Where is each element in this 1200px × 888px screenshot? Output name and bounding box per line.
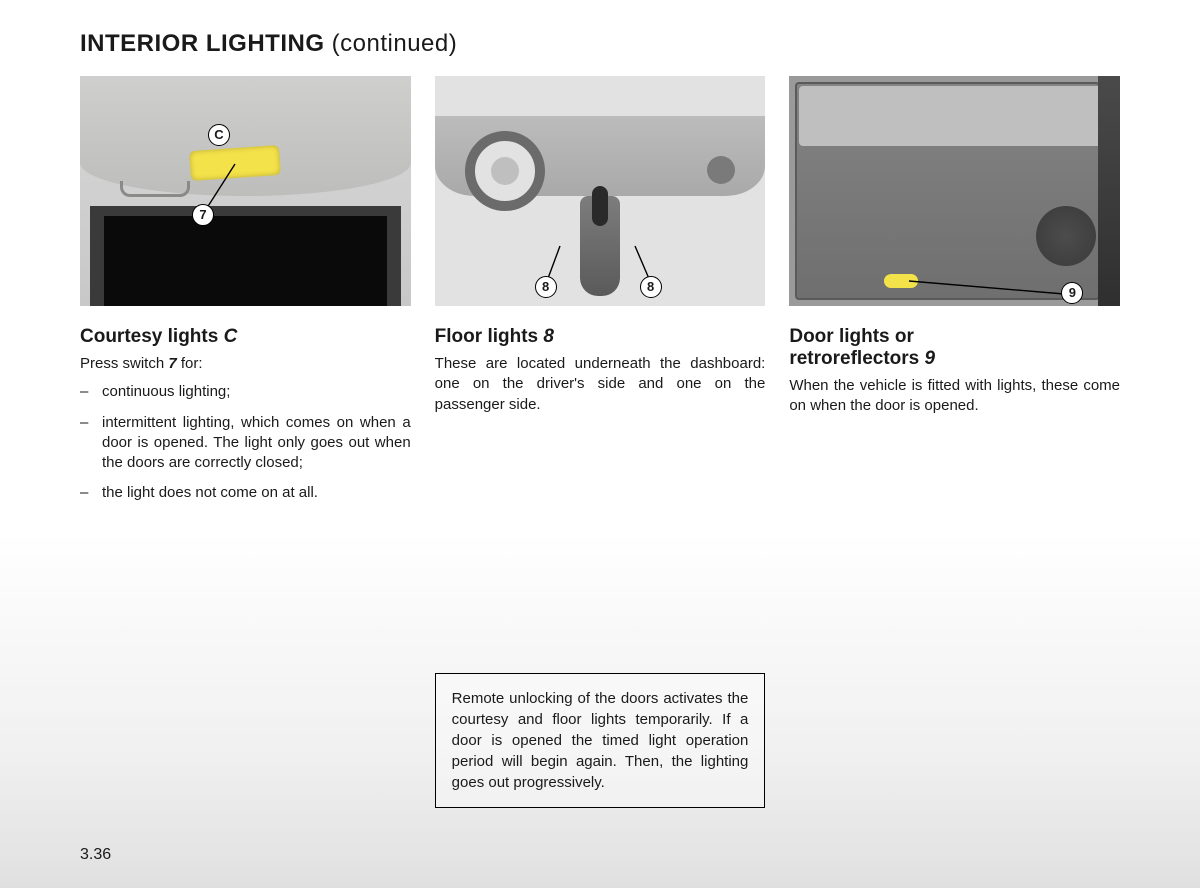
door-lights-body: When the vehicle is fitted with lights, … bbox=[789, 376, 1120, 417]
note-box: Remote unlocking of the doors activates … bbox=[435, 673, 766, 808]
courtesy-light-highlight bbox=[189, 145, 281, 181]
heading-ref: C bbox=[224, 326, 238, 347]
content-columns: C 7 Courtesy lights C Press switch 7 for… bbox=[80, 76, 1120, 816]
heading-line2: retroreflectors bbox=[789, 348, 924, 369]
floor-lights-body: These are located underneath the dashboa… bbox=[435, 354, 766, 415]
bullet-list: continuous lighting; intermittent lighti… bbox=[80, 382, 411, 513]
heading-courtesy-lights: Courtesy lights C bbox=[80, 326, 411, 348]
heading-door-lights: Door lights or retroreflectors 9 bbox=[789, 326, 1120, 370]
page-number: 3.36 bbox=[80, 846, 111, 864]
column-floor-lights: 25895 8 8 Floor lights 8 These are locat… bbox=[435, 76, 766, 816]
column-door-lights: 9 Door lights or retroreflectors 9 When … bbox=[789, 76, 1120, 816]
list-item: the light does not come on at all. bbox=[80, 483, 411, 503]
callout-label-7: 7 bbox=[192, 204, 214, 226]
heading-ref: 9 bbox=[925, 348, 936, 369]
list-item: continuous lighting; bbox=[80, 382, 411, 402]
heading-text: Courtesy lights bbox=[80, 326, 224, 347]
heading-floor-lights: Floor lights 8 bbox=[435, 326, 766, 348]
callout-label-8-left: 8 bbox=[535, 276, 557, 298]
list-item: intermittent lighting, which comes on wh… bbox=[80, 413, 411, 474]
title-main: INTERIOR LIGHTING bbox=[80, 30, 325, 57]
page-title: INTERIOR LIGHTING (continued) bbox=[80, 30, 1120, 58]
column-courtesy-lights: C 7 Courtesy lights C Press switch 7 for… bbox=[80, 76, 411, 816]
callout-label-9: 9 bbox=[1061, 282, 1083, 304]
heading-ref: 8 bbox=[543, 326, 554, 347]
callout-label-8-right: 8 bbox=[640, 276, 662, 298]
steering-wheel-graphic bbox=[465, 131, 545, 211]
figure-floor-lights: 25895 8 8 bbox=[435, 76, 766, 306]
callout-label-C: C bbox=[208, 124, 230, 146]
figure-door-lights: 9 bbox=[789, 76, 1120, 306]
retroreflector-highlight bbox=[884, 274, 918, 288]
intro-text: Press switch 7 for: bbox=[80, 354, 411, 374]
heading-text: Floor lights bbox=[435, 326, 544, 347]
title-continued: (continued) bbox=[332, 30, 458, 57]
figure-courtesy-light: C 7 bbox=[80, 76, 411, 306]
heading-line1: Door lights or bbox=[789, 326, 1120, 348]
